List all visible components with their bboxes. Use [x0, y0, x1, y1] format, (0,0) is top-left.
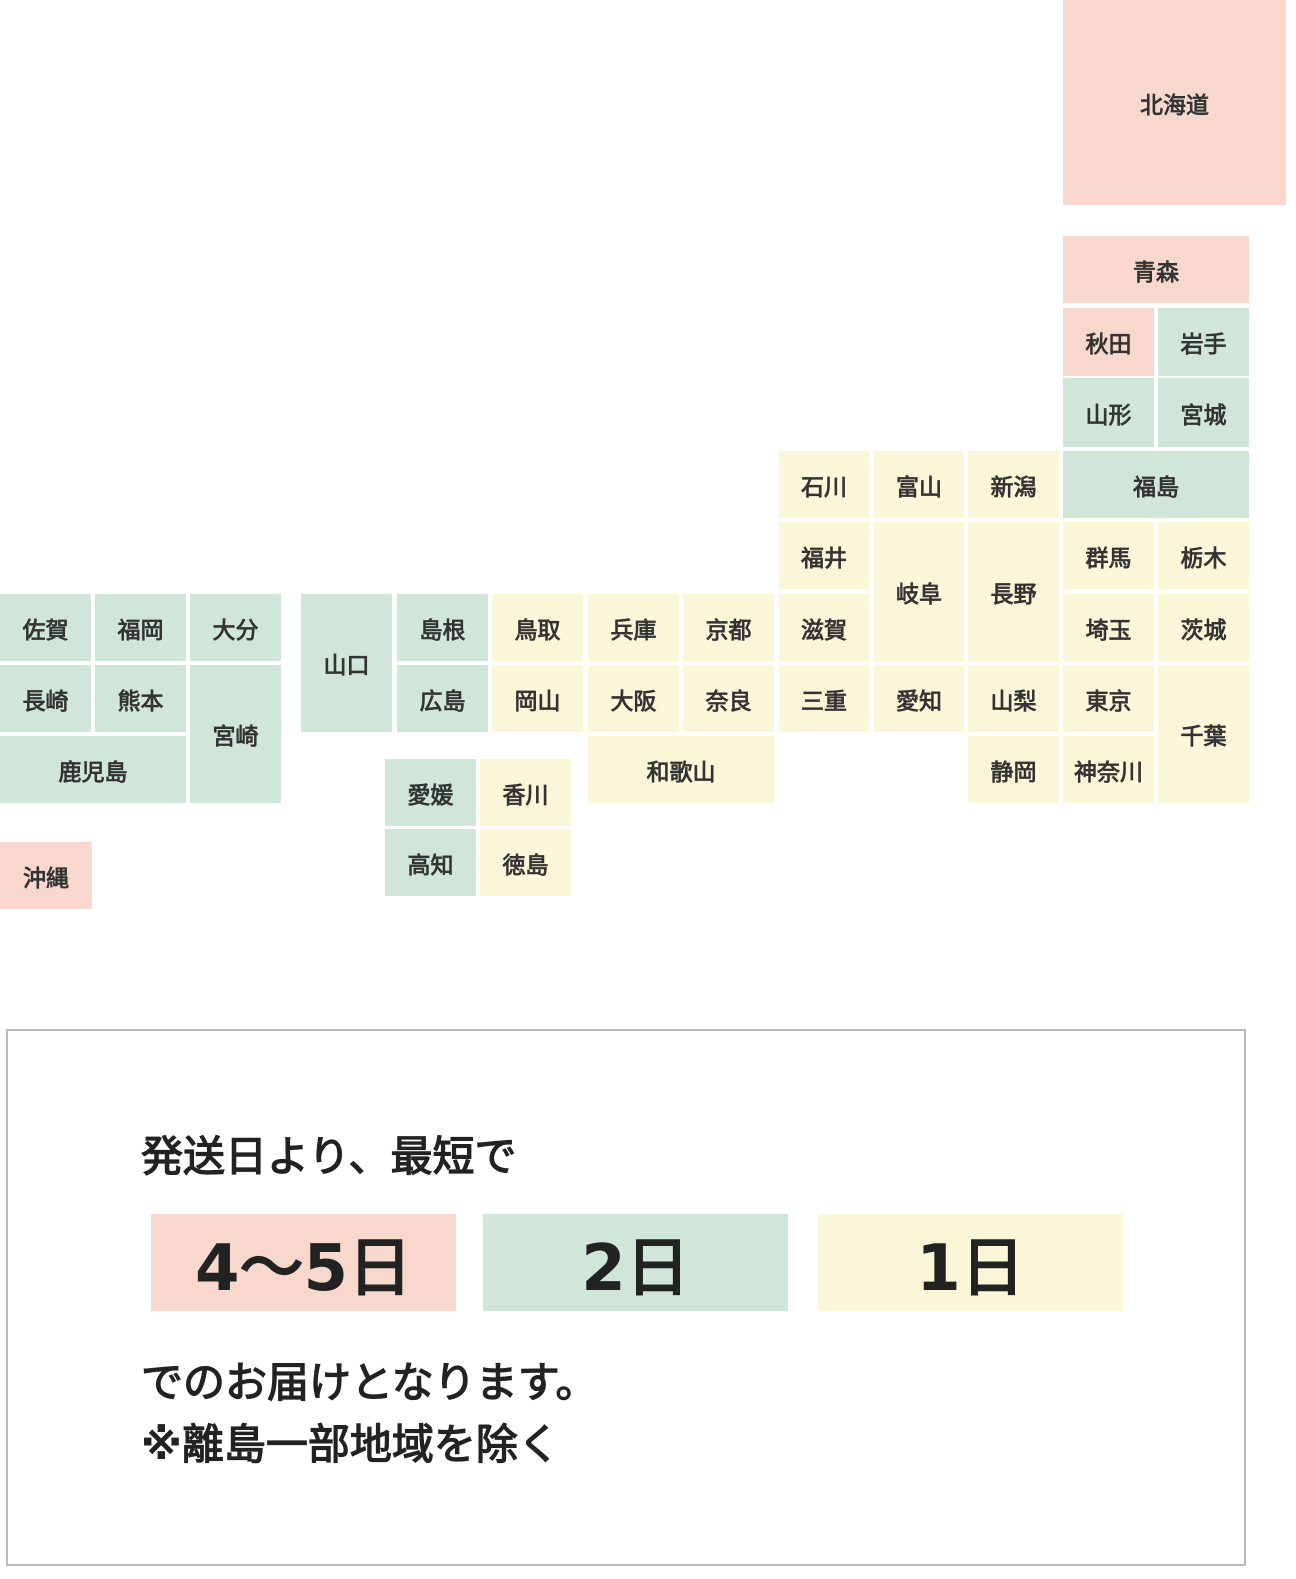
prefecture-tile: 青森 — [1063, 236, 1249, 303]
prefecture-tile: 新潟 — [968, 451, 1059, 518]
prefecture-tile: 三重 — [779, 665, 869, 732]
prefecture-tile: 岩手 — [1158, 308, 1249, 376]
prefecture-tile: 佐賀 — [0, 594, 91, 661]
prefecture-tile: 長崎 — [0, 665, 91, 732]
prefecture-tile: 山形 — [1063, 378, 1154, 447]
prefecture-tile: 静岡 — [968, 736, 1059, 803]
prefecture-tile: 富山 — [874, 451, 964, 518]
prefecture-tile: 鳥取 — [492, 594, 583, 661]
prefecture-tile: 千葉 — [1158, 665, 1249, 803]
prefecture-tile: 高知 — [385, 829, 476, 896]
prefecture-tile: 長野 — [968, 522, 1059, 662]
prefecture-tile: 島根 — [397, 594, 488, 661]
prefecture-tile: 兵庫 — [588, 594, 679, 661]
prefecture-tile: 神奈川 — [1063, 736, 1154, 803]
prefecture-tile: 徳島 — [480, 829, 571, 896]
prefecture-tile: 和歌山 — [588, 736, 774, 803]
prefecture-tile: 京都 — [683, 594, 774, 661]
prefecture-tile: 宮崎 — [190, 665, 281, 803]
legend-key: 4〜5日 — [151, 1214, 456, 1311]
prefecture-tile: 鹿児島 — [0, 736, 186, 803]
prefecture-tile: 愛媛 — [385, 759, 476, 826]
prefecture-tile: 東京 — [1063, 665, 1154, 732]
prefecture-tile: 山梨 — [968, 665, 1059, 732]
note-line: ※離島一部地域を除く — [141, 1420, 560, 1469]
prefecture-tile: 岡山 — [492, 665, 583, 732]
prefecture-tile: 宮城 — [1158, 378, 1249, 447]
prefecture-tile: 秋田 — [1063, 308, 1154, 376]
prefecture-tile: 山口 — [301, 594, 392, 732]
prefecture-tile: 岐阜 — [874, 522, 964, 662]
prefecture-tile: 熊本 — [95, 665, 186, 732]
prefecture-tile: 埼玉 — [1063, 594, 1154, 661]
prefecture-tile: 愛知 — [874, 665, 964, 732]
lead-text: 発送日より、最短で — [141, 1132, 517, 1181]
prefecture-tile: 群馬 — [1063, 522, 1154, 589]
legend-panel: 発送日より、最短で でのお届けとなります。 ※離島一部地域を除く 4〜5日 2日 1… — [6, 1029, 1246, 1566]
prefecture-tile: 香川 — [480, 759, 571, 826]
prefecture-tile: 茨城 — [1158, 594, 1249, 661]
prefecture-tile: 福岡 — [95, 594, 186, 661]
prefecture-tile: 福島 — [1063, 451, 1249, 518]
legend-key: 2日 — [483, 1214, 788, 1311]
prefecture-tile: 滋賀 — [779, 594, 869, 661]
note-line: でのお届けとなります。 — [141, 1358, 598, 1407]
prefecture-tile: 大阪 — [588, 665, 679, 732]
prefecture-tile: 石川 — [779, 451, 869, 518]
prefecture-tile: 栃木 — [1158, 522, 1249, 589]
prefecture-tile: 奈良 — [683, 665, 774, 732]
prefecture-tile: 大分 — [190, 594, 281, 661]
prefecture-tile: 福井 — [779, 522, 869, 589]
prefecture-tile: 沖縄 — [0, 842, 92, 909]
prefecture-tile: 広島 — [397, 665, 488, 732]
legend-key: 1日 — [818, 1214, 1123, 1311]
prefecture-tile: 北海道 — [1063, 0, 1286, 205]
